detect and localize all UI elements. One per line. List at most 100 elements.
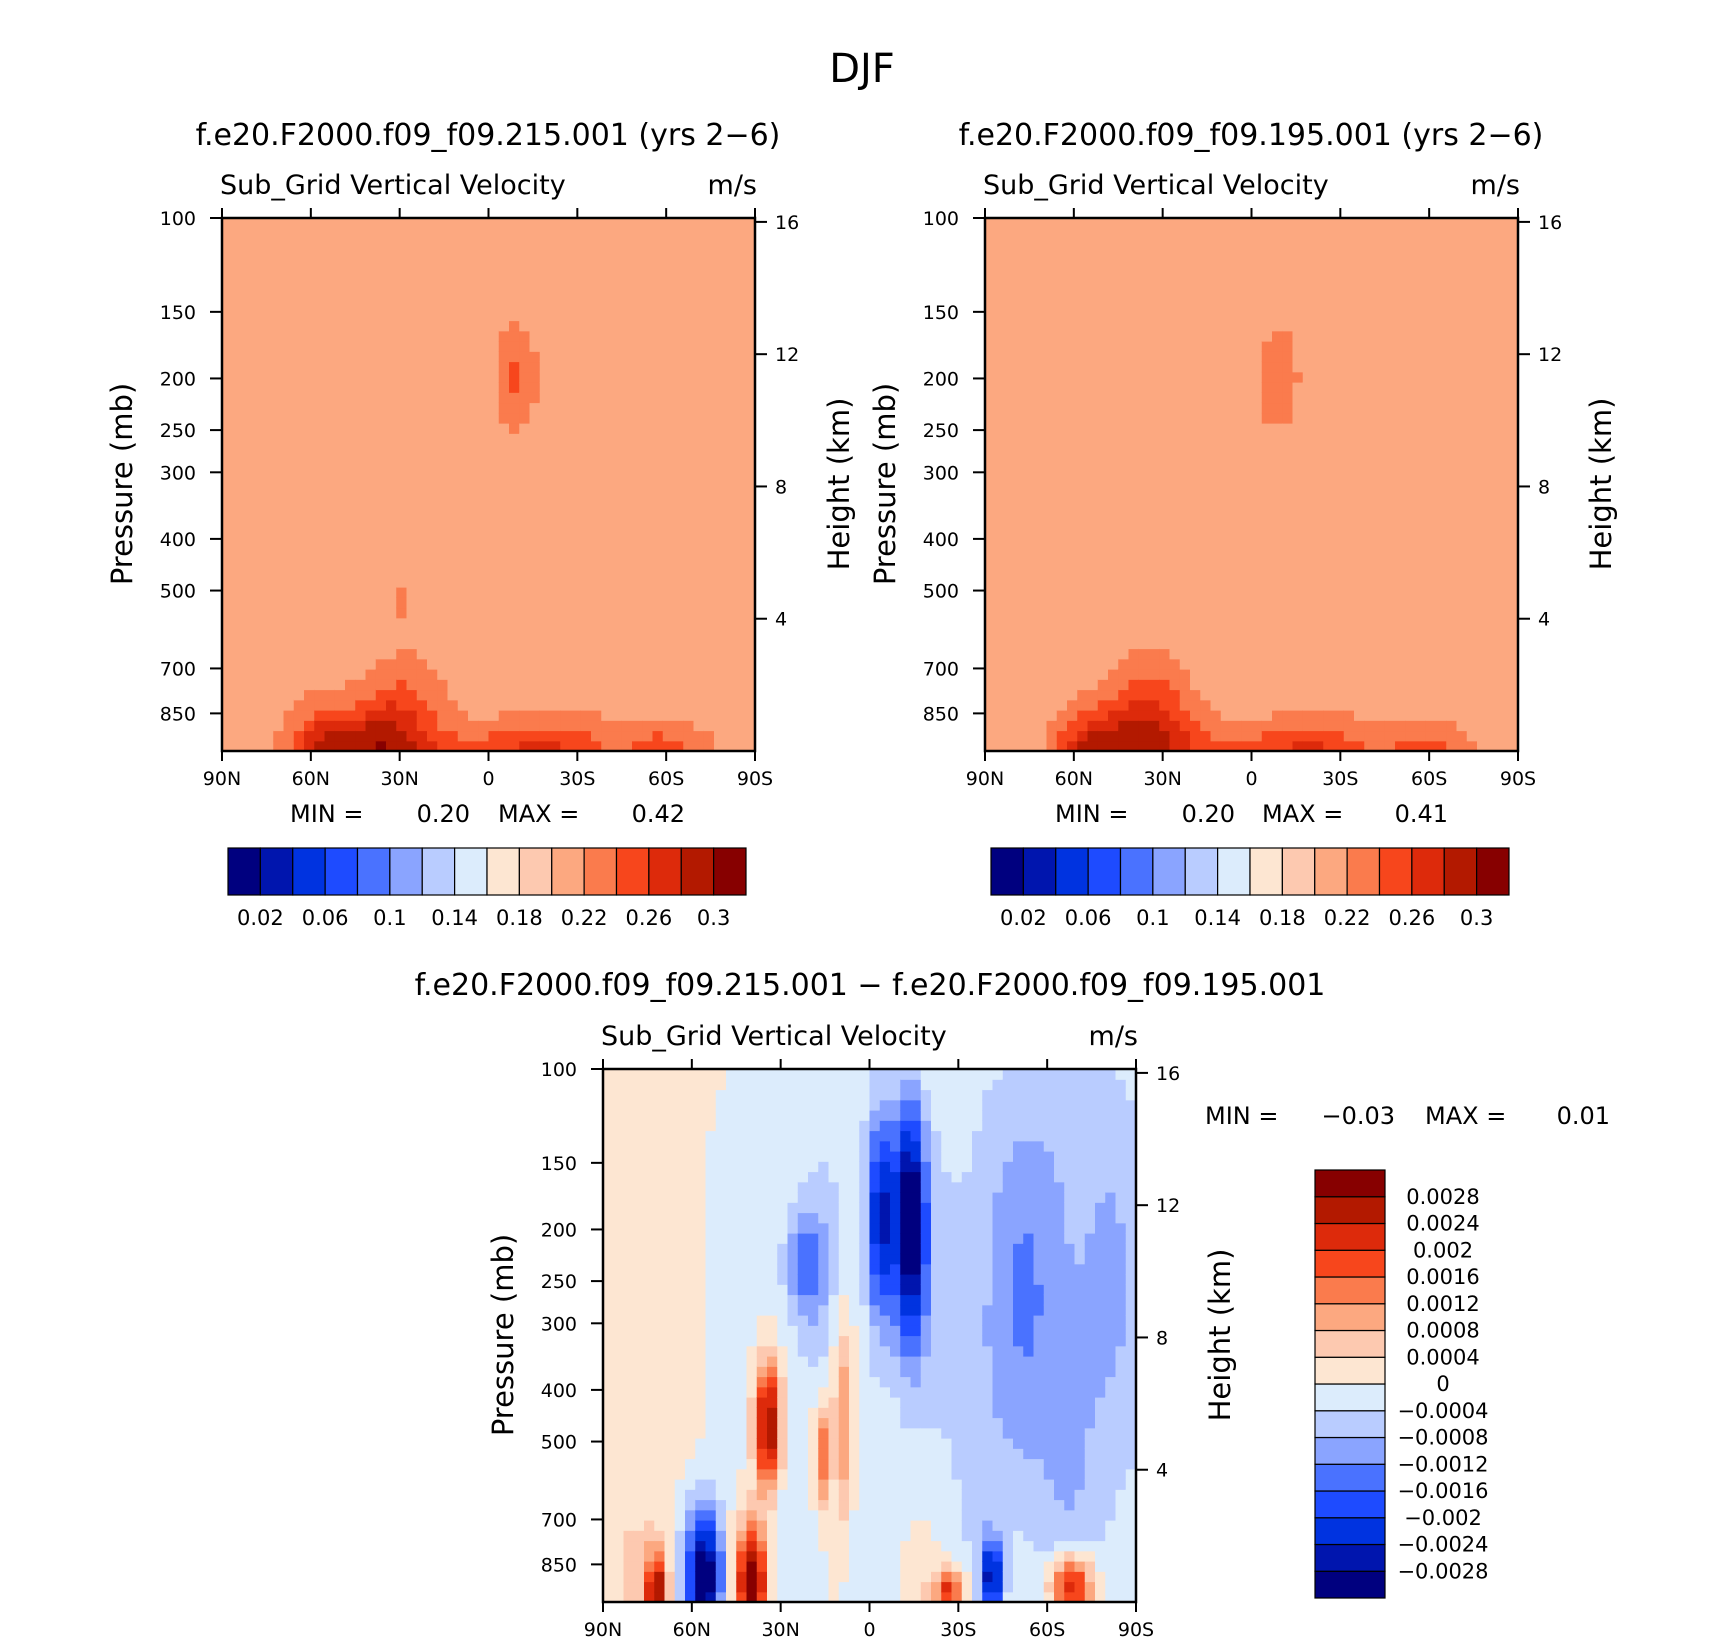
contour-cell bbox=[652, 710, 664, 721]
contour-cell bbox=[1364, 464, 1376, 475]
contour-cell bbox=[1036, 669, 1048, 680]
contour-cell bbox=[621, 699, 633, 711]
contour-cell bbox=[1159, 310, 1171, 322]
contour-cell bbox=[1241, 371, 1253, 383]
contour-cell bbox=[662, 341, 674, 352]
contour-cell bbox=[1067, 300, 1078, 311]
contour-cell bbox=[985, 607, 996, 619]
contour-cell bbox=[1210, 535, 1222, 547]
contour-cell bbox=[724, 566, 736, 578]
contour-cell bbox=[1015, 269, 1027, 281]
contour-cell bbox=[345, 443, 356, 455]
contour-cell bbox=[1343, 300, 1355, 311]
contour-cell bbox=[468, 238, 479, 250]
contour-cell bbox=[355, 238, 367, 250]
contour-cell bbox=[714, 515, 725, 527]
contour-cell bbox=[1169, 515, 1181, 527]
contour-cell bbox=[744, 330, 755, 342]
contour-cell bbox=[345, 648, 356, 660]
contour-cell bbox=[1097, 607, 1109, 619]
contour-cell bbox=[632, 648, 643, 660]
contour-cell bbox=[324, 689, 336, 701]
contour-cell bbox=[1241, 259, 1253, 270]
contour-cell bbox=[273, 597, 285, 609]
contour-cell bbox=[1333, 494, 1345, 506]
contour-cell bbox=[734, 648, 746, 660]
contour-cell bbox=[1056, 474, 1068, 486]
contour-cell bbox=[1087, 464, 1099, 475]
contour-cell bbox=[324, 289, 336, 301]
contour-cell bbox=[662, 505, 674, 516]
contour-cell bbox=[334, 218, 346, 229]
contour-cell bbox=[447, 259, 459, 270]
contour-cell bbox=[714, 300, 725, 311]
contour-cell bbox=[345, 361, 356, 373]
contour-cell bbox=[1036, 464, 1048, 475]
contour-cell bbox=[662, 402, 674, 414]
contour-cell bbox=[1220, 515, 1232, 527]
contour-cell bbox=[1364, 576, 1376, 588]
contour-cell bbox=[734, 300, 746, 311]
contour-cell bbox=[396, 546, 408, 557]
contour-cell bbox=[447, 320, 459, 332]
contour-cell bbox=[744, 423, 755, 434]
contour-cell bbox=[1210, 607, 1222, 619]
contour-cell bbox=[232, 248, 244, 260]
contour-cell bbox=[1282, 259, 1294, 270]
contour-cell bbox=[591, 320, 602, 332]
contour-cell bbox=[560, 474, 572, 486]
contour-cell bbox=[304, 453, 315, 465]
contour-cell bbox=[509, 546, 520, 557]
contour-cell bbox=[498, 289, 510, 301]
contour-cell bbox=[252, 648, 264, 660]
contour-cell bbox=[283, 484, 295, 496]
contour-cell bbox=[406, 617, 418, 629]
contour-cell bbox=[1015, 248, 1027, 260]
contour-cell bbox=[1323, 289, 1335, 301]
contour-cell bbox=[222, 464, 233, 475]
contour-cell bbox=[1261, 382, 1273, 393]
contour-cell bbox=[1087, 505, 1099, 516]
contour-cell bbox=[591, 474, 602, 486]
contour-cell bbox=[570, 720, 582, 732]
contour-cell bbox=[242, 556, 254, 568]
contour-cell bbox=[1354, 597, 1365, 609]
contour-cell bbox=[714, 587, 725, 598]
contour-cell bbox=[724, 669, 736, 680]
contour-cell bbox=[1210, 248, 1222, 260]
contour-cell bbox=[1384, 423, 1396, 434]
contour-cell bbox=[1405, 433, 1417, 445]
contour-cell bbox=[314, 300, 326, 311]
contour-cell bbox=[1015, 669, 1027, 680]
contour-cell bbox=[1128, 300, 1140, 311]
contour-cell bbox=[365, 269, 377, 281]
contour-cell bbox=[1190, 330, 1201, 342]
contour-cell bbox=[601, 484, 613, 496]
contour-cell bbox=[324, 597, 336, 609]
contour-cell bbox=[263, 464, 274, 475]
contour-cell bbox=[1005, 556, 1017, 568]
contour-cell bbox=[632, 607, 643, 619]
contour-cell bbox=[1282, 423, 1294, 434]
contour-cell bbox=[1231, 218, 1242, 229]
contour-cell bbox=[1302, 238, 1314, 250]
contour-cell bbox=[437, 689, 449, 701]
contour-cell bbox=[580, 259, 592, 270]
contour-cell bbox=[242, 320, 254, 332]
contour-cell bbox=[1231, 361, 1242, 373]
contour-cell bbox=[498, 300, 510, 311]
contour-cell bbox=[1046, 453, 1058, 465]
contour-cell bbox=[995, 710, 1007, 721]
contour-cell bbox=[621, 689, 633, 701]
contour-cell bbox=[1384, 269, 1396, 281]
contour-cell bbox=[642, 494, 654, 506]
contour-cell bbox=[652, 402, 664, 414]
contour-cell bbox=[1292, 638, 1304, 650]
contour-cell bbox=[345, 638, 356, 650]
contour-cell bbox=[232, 392, 244, 404]
contour-cell bbox=[1108, 505, 1119, 516]
contour-cell bbox=[222, 423, 233, 434]
contour-cell bbox=[1108, 310, 1119, 322]
contour-cell bbox=[1026, 576, 1037, 588]
contour-cell bbox=[1005, 484, 1017, 496]
